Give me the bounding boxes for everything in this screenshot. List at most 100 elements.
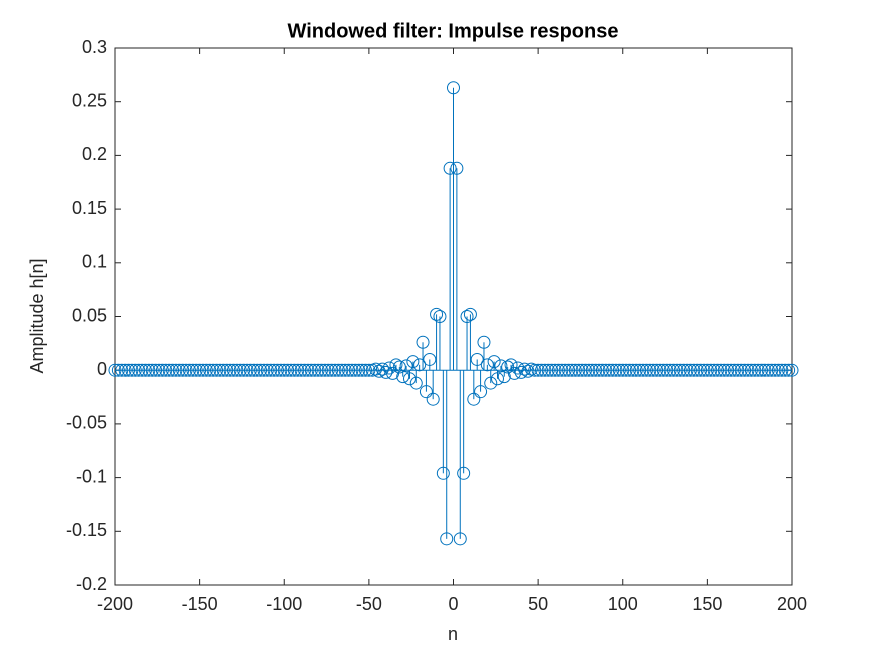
stem-marker [562,363,576,377]
stem-marker [125,363,139,377]
stem-marker [206,363,220,377]
stem-marker [575,363,589,377]
stem-marker [602,363,616,377]
stem-marker [406,355,420,369]
stem-marker [755,363,769,377]
stem-marker [687,363,701,377]
stem-marker [277,363,291,377]
stem-marker [680,363,694,377]
stem-marker [301,363,315,377]
y-tick-label: 0 [97,359,107,379]
stem-marker [491,372,505,386]
stem-marker [616,363,630,377]
stem-marker [352,363,366,377]
stem-marker [677,363,691,377]
stem-marker [142,363,156,377]
stem-marker [260,363,274,377]
stem-marker [291,363,305,377]
stem-marker [663,363,677,377]
stem-marker [592,363,606,377]
stem-marker [511,361,525,375]
stem-marker [748,363,762,377]
stem-marker [653,363,667,377]
x-tick-label: -50 [356,594,382,614]
stem-marker [484,376,498,390]
stem-marker [626,363,640,377]
stem-marker [643,363,657,377]
x-tick-label: 200 [777,594,807,614]
x-tick-label: 150 [692,594,722,614]
stem-marker [132,363,146,377]
stem-marker [274,363,288,377]
stem-marker [402,372,416,386]
stem-marker [775,363,789,377]
stem-marker [264,363,278,377]
stem-marker [128,363,142,377]
stem-marker [683,363,697,377]
stem-marker [210,363,224,377]
stem-marker [182,363,196,377]
stem-marker [585,363,599,377]
stem-marker [541,363,555,377]
stem-marker [758,363,772,377]
stem-marker [582,363,596,377]
stem-marker [240,363,254,377]
y-tick-label: -0.1 [76,466,107,486]
stem-marker [707,363,721,377]
stem-marker [463,307,477,321]
stem-marker [514,365,528,379]
stem-marker [138,363,152,377]
stem-marker [304,363,318,377]
stem-marker [362,363,376,377]
axes-box [114,47,793,586]
stem-marker [717,363,731,377]
stem-marker [416,335,430,349]
stem-marker [311,363,325,377]
stem-marker [186,363,200,377]
stem-marker [122,363,136,377]
stem-marker [460,310,474,323]
stem-marker [633,363,647,377]
stem-marker [518,362,532,376]
stem-marker [714,363,728,377]
x-tick-label: 0 [448,594,458,614]
x-tick-label: -100 [266,594,302,614]
stem-marker [565,363,579,377]
x-tick-label: -150 [182,594,218,614]
stem-marker [595,363,609,377]
stem-marker [335,363,349,377]
y-tick-label: 0.15 [72,198,107,218]
stem-marker [555,363,569,377]
y-tick-label: 0.3 [82,37,107,57]
stem-marker [623,363,637,377]
stem-marker [606,363,620,377]
y-tick-label: 0.05 [72,305,107,325]
stem-marker [237,363,251,377]
stem-marker [504,358,518,372]
stem-marker [226,363,240,377]
stem-marker [589,363,603,377]
stem-marker [711,363,725,377]
stem-marker [457,466,471,480]
stem-marker [477,335,491,349]
stem-marker [765,363,779,377]
stem-marker [558,363,572,377]
stem-marker [216,363,230,377]
chart-title: Windowed filter: Impulse response [288,20,619,42]
stem-marker [247,363,261,377]
x-tick-label: -200 [97,594,133,614]
stem-marker [243,363,257,377]
stem-marker [250,363,264,377]
stem-marker [721,363,735,377]
stem-marker [727,363,741,377]
stem-marker [751,363,765,377]
stem-marker [612,363,626,377]
stem-marker [731,363,745,377]
stem-marker [430,307,444,321]
stem-marker [440,532,454,546]
stem-marker [392,360,406,374]
stem-marker [369,362,383,376]
stem-marker [298,363,312,377]
stem-marker [423,352,437,366]
stem-marker [281,363,295,377]
